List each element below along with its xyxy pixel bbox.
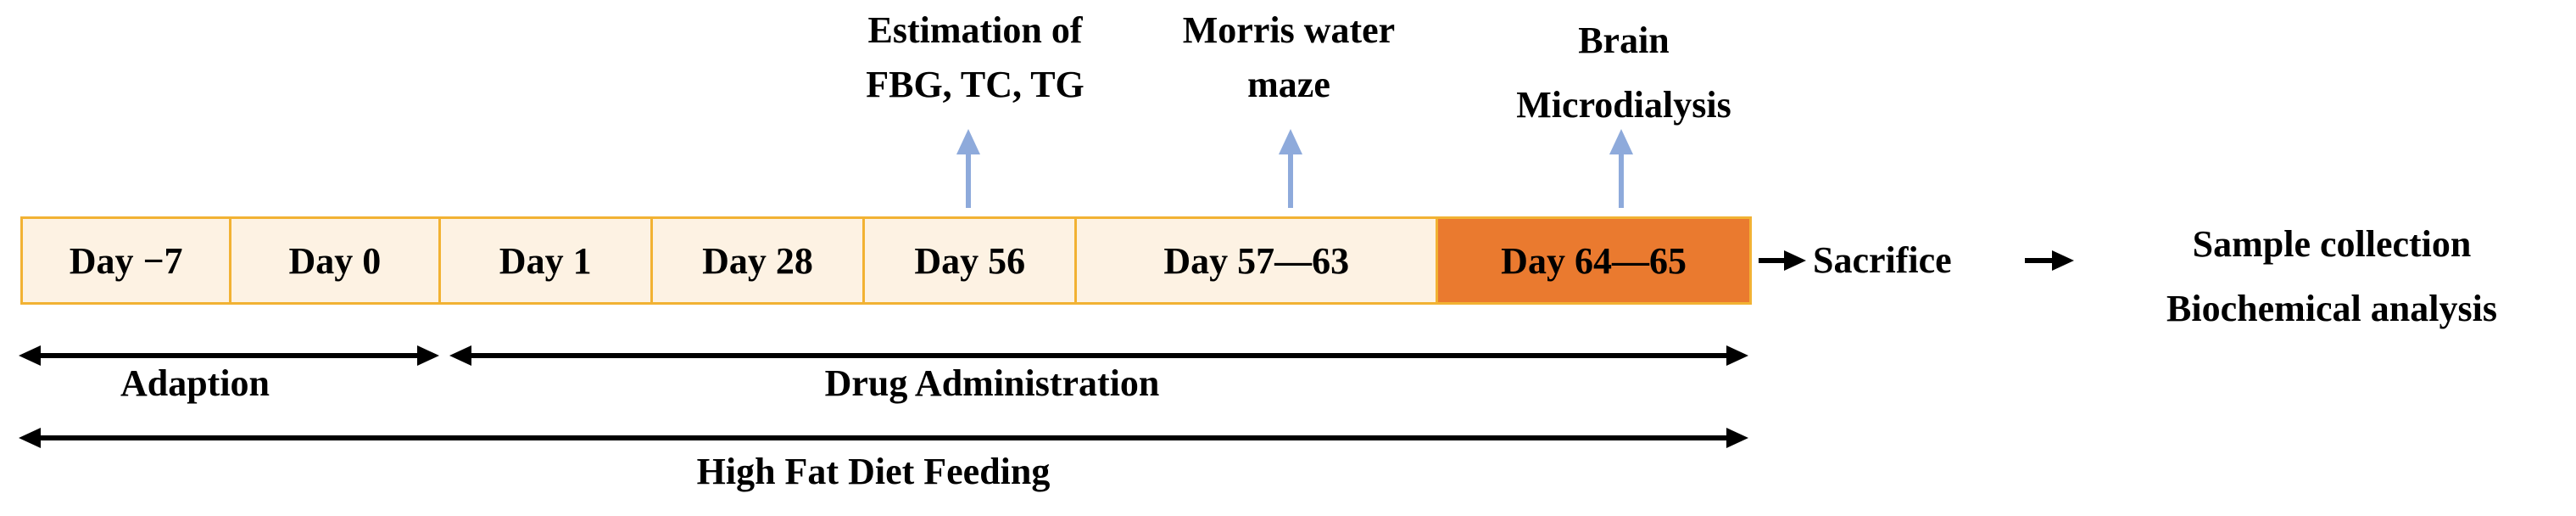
estimation-label-line1: Estimation of — [867, 9, 1083, 51]
timeline-cell-day-56: Day 56 — [865, 219, 1078, 302]
timeline-cell-day-28: Day 28 — [652, 219, 866, 302]
timeline-cell-day-0: Day 0 — [231, 219, 441, 302]
drug-administration-label: Drug Administration — [824, 362, 1160, 404]
drug-administration-span-arrow-icon — [449, 345, 1748, 366]
adaption-label: Adaption — [120, 362, 270, 404]
morris-water-maze-label: Morris water maze — [1140, 8, 1437, 107]
morris-label-line2: maze — [1247, 64, 1330, 105]
estimation-label: Estimation of FBG, TC, TG — [814, 8, 1136, 107]
microdialysis-label-line1: Brain — [1578, 20, 1670, 61]
span-arrows — [19, 345, 1748, 448]
estimation-label-line2: FBG, TC, TG — [866, 64, 1084, 105]
sacrifice-label: Sacrifice — [1813, 239, 1952, 281]
adaption-span-arrow-icon — [19, 345, 439, 366]
morris-arrow-icon — [1279, 129, 1302, 208]
brain-microdialysis-label: Brain Microdialysis — [1492, 19, 1755, 127]
arrow-to-sample-collection-icon — [2025, 250, 2074, 271]
biochemical-analysis-label: Biochemical analysis — [2166, 288, 2497, 329]
microdialysis-arrow-icon — [1609, 129, 1633, 208]
microdialysis-label-line2: Microdialysis — [1516, 84, 1731, 126]
timeline-cell-day-57-63: Day 57—63 — [1077, 219, 1439, 302]
event-arrows — [956, 129, 1633, 208]
timeline-cell-day-64-65: Day 64—65 — [1438, 219, 1750, 302]
timeline-cell-day-minus-7: Day −7 — [23, 219, 232, 302]
high-fat-diet-span-arrow-icon — [19, 428, 1748, 448]
flow-arrows — [1759, 250, 2074, 271]
arrow-to-sacrifice-icon — [1759, 250, 1806, 271]
estimation-arrow-icon — [956, 129, 980, 208]
morris-label-line1: Morris water — [1182, 9, 1396, 51]
timeline-cell-day-1: Day 1 — [440, 219, 653, 302]
high-fat-diet-feeding-label: High Fat Diet Feeding — [696, 451, 1051, 492]
sample-collection-label: Sample collection — [2192, 223, 2472, 265]
timeline-bar: Day −7 Day 0 Day 1 Day 28 Day 56 Day 57—… — [20, 216, 1752, 305]
